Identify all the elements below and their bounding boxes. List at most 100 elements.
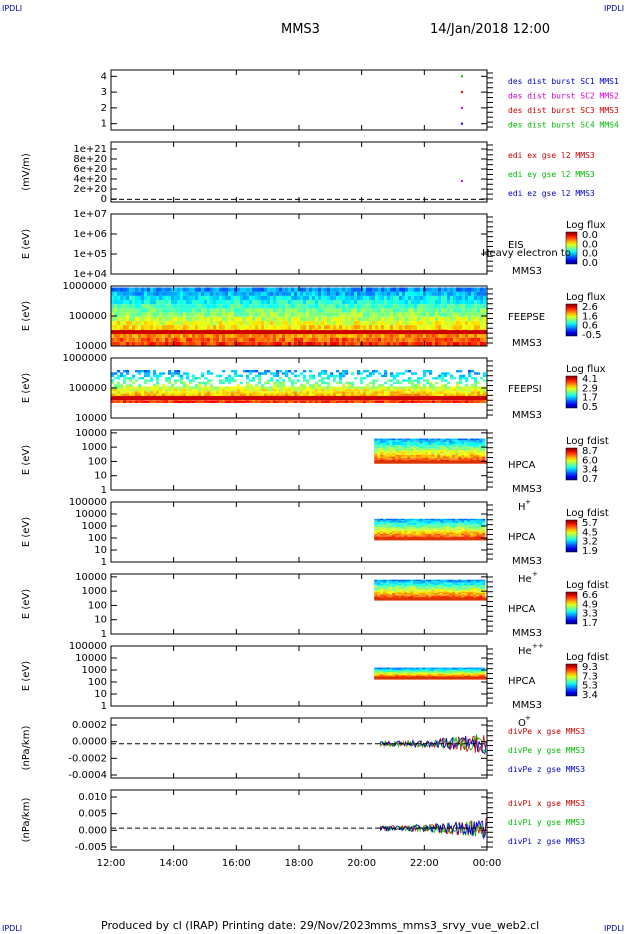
heatmap-cell bbox=[261, 341, 265, 346]
heatmap-cell bbox=[198, 341, 202, 346]
heatmap-cell bbox=[237, 320, 241, 326]
heatmap-cell bbox=[422, 533, 426, 536]
heatmap-cell bbox=[443, 594, 447, 596]
ytick-label-burst: 3 bbox=[101, 87, 107, 98]
heatmap-cell bbox=[174, 304, 178, 309]
heatmap-cell bbox=[380, 459, 384, 462]
heatmap-cell bbox=[404, 522, 408, 525]
heatmap-cell bbox=[222, 287, 226, 292]
heatmap-cell bbox=[318, 372, 322, 375]
heatmap-cell bbox=[419, 522, 423, 525]
data-point-burst-3 bbox=[460, 75, 463, 78]
heatmap-cell bbox=[401, 582, 405, 584]
heatmap-cell bbox=[294, 374, 298, 378]
heatmap-cell bbox=[147, 320, 151, 326]
heatmap-cell bbox=[428, 536, 432, 538]
data-point-burst-1 bbox=[460, 106, 463, 109]
heatmap-cell bbox=[435, 333, 439, 338]
heatmap-cell bbox=[369, 388, 373, 392]
heatmap-cell bbox=[471, 333, 475, 338]
heatmap-cell bbox=[477, 337, 481, 342]
heatmap-cell bbox=[423, 308, 427, 313]
heatmap-cell bbox=[198, 295, 202, 301]
heatmap-cell bbox=[389, 536, 393, 538]
heatmap-cell bbox=[395, 589, 399, 591]
heatmap-cell bbox=[324, 300, 328, 305]
heatmap-cell bbox=[396, 381, 400, 385]
heatmap-cell bbox=[374, 594, 378, 596]
heatmap-cell bbox=[423, 386, 427, 389]
heatmap-cell bbox=[416, 585, 420, 587]
heatmap-cell bbox=[111, 391, 115, 394]
heatmap-cell bbox=[422, 448, 426, 450]
heatmap-cell bbox=[129, 388, 133, 392]
heatmap-cell bbox=[392, 441, 396, 444]
heatmap-cell bbox=[443, 591, 447, 593]
heatmap-cell bbox=[410, 524, 414, 526]
heatmap-cell bbox=[437, 591, 441, 593]
heatmap-cell bbox=[396, 388, 400, 392]
heatmap-cell bbox=[461, 441, 465, 444]
heatmap-cell bbox=[479, 438, 483, 441]
heatmap-cell bbox=[207, 341, 211, 346]
heatmap-cell bbox=[458, 451, 462, 454]
heatmap-cell bbox=[402, 320, 406, 326]
heatmap-cell bbox=[479, 520, 483, 522]
heatmap-cell bbox=[132, 320, 136, 326]
heatmap-cell bbox=[473, 529, 477, 532]
heatmap-cell bbox=[456, 384, 460, 387]
heatmap-cell bbox=[204, 325, 208, 330]
heatmap-cell bbox=[479, 522, 483, 525]
heatmap-cell bbox=[264, 295, 268, 301]
heatmap-cell bbox=[374, 451, 378, 454]
heatmap-cell bbox=[372, 325, 376, 330]
heatmap-cell bbox=[464, 591, 468, 593]
heatmap-cell bbox=[138, 312, 142, 317]
heatmap-cell bbox=[420, 320, 424, 326]
heatmap-cell bbox=[147, 291, 151, 296]
heatmap-cell bbox=[408, 291, 412, 296]
heatmap-cell bbox=[354, 333, 358, 338]
heatmap-cell bbox=[192, 374, 196, 378]
heatmap-cell bbox=[479, 524, 483, 526]
heatmap-cell bbox=[458, 579, 462, 582]
heatmap-cell bbox=[351, 381, 355, 385]
heatmap-cell bbox=[129, 384, 133, 387]
heatmap-cell bbox=[428, 589, 432, 591]
heatmap-cell bbox=[464, 456, 468, 459]
heatmap-cell bbox=[464, 443, 468, 446]
heatmap-cell bbox=[207, 393, 211, 396]
heatmap-cell bbox=[428, 583, 432, 586]
heatmap-cell bbox=[408, 377, 412, 380]
heatmap-cell bbox=[404, 441, 408, 444]
heatmap-cell bbox=[288, 393, 292, 396]
heatmap-cell bbox=[180, 381, 184, 385]
heatmap-cell bbox=[422, 586, 426, 588]
heatmap-cell bbox=[294, 337, 298, 342]
heatmap-cell bbox=[252, 386, 256, 389]
heatmap-cell bbox=[120, 384, 124, 387]
heatmap-cell bbox=[282, 295, 286, 301]
heatmap-cell bbox=[198, 381, 202, 385]
heatmap-cell bbox=[464, 586, 468, 588]
heatmap-cell bbox=[476, 445, 480, 447]
heatmap-cell bbox=[416, 535, 420, 537]
heatmap-cell bbox=[279, 320, 283, 326]
heatmap-cell bbox=[123, 379, 127, 382]
heatmap-cell bbox=[219, 287, 223, 292]
heatmap-cell bbox=[120, 341, 124, 346]
heatmap-cell bbox=[446, 536, 450, 538]
heatmap-cell bbox=[411, 400, 415, 403]
heatmap-cell bbox=[264, 304, 268, 309]
heatmap-cell bbox=[300, 291, 304, 296]
heatmap-cell bbox=[252, 325, 256, 330]
panel-hpca_he1 bbox=[110, 501, 578, 563]
heatmap-cell bbox=[470, 522, 474, 525]
heatmap-cell bbox=[432, 384, 436, 387]
heatmap-cell bbox=[330, 333, 334, 338]
heatmap-cell bbox=[461, 438, 465, 441]
heatmap-cell bbox=[446, 459, 450, 462]
heatmap-cell bbox=[174, 295, 178, 301]
heatmap-cell bbox=[204, 400, 208, 403]
heatmap-cell bbox=[147, 295, 151, 301]
